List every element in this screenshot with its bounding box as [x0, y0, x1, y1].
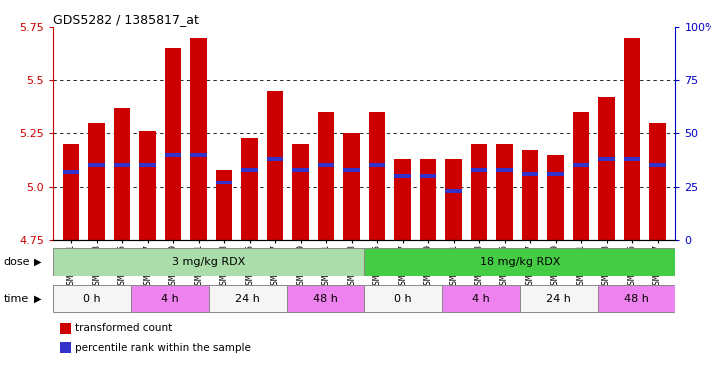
- Text: 48 h: 48 h: [624, 293, 649, 304]
- Bar: [165, 48, 181, 240]
- Text: transformed count: transformed count: [75, 323, 172, 333]
- Bar: [599, 97, 615, 240]
- Bar: [573, 164, 589, 167]
- Bar: [318, 164, 334, 167]
- FancyBboxPatch shape: [598, 285, 675, 313]
- Bar: [292, 168, 309, 172]
- Text: ▶: ▶: [34, 257, 42, 267]
- Bar: [292, 144, 309, 240]
- Text: dose: dose: [4, 257, 30, 267]
- Bar: [241, 168, 258, 172]
- Bar: [496, 144, 513, 240]
- FancyBboxPatch shape: [364, 248, 675, 276]
- Bar: [471, 168, 488, 172]
- Bar: [63, 144, 80, 240]
- Bar: [191, 153, 207, 157]
- Bar: [419, 159, 437, 240]
- Bar: [547, 172, 564, 176]
- Bar: [318, 112, 334, 240]
- Bar: [419, 174, 437, 178]
- Bar: [547, 155, 564, 240]
- FancyBboxPatch shape: [209, 285, 287, 313]
- FancyBboxPatch shape: [53, 285, 131, 313]
- Bar: [60, 323, 70, 334]
- Bar: [63, 170, 80, 174]
- Bar: [216, 180, 232, 184]
- Bar: [88, 164, 105, 167]
- Text: 18 mg/kg RDX: 18 mg/kg RDX: [480, 257, 560, 267]
- FancyBboxPatch shape: [53, 248, 364, 276]
- Text: 0 h: 0 h: [83, 293, 101, 304]
- Bar: [343, 134, 360, 240]
- Text: 24 h: 24 h: [546, 293, 571, 304]
- Bar: [599, 157, 615, 161]
- Bar: [573, 112, 589, 240]
- Bar: [649, 164, 666, 167]
- Text: 4 h: 4 h: [472, 293, 490, 304]
- Bar: [395, 174, 411, 178]
- Text: 3 mg/kg RDX: 3 mg/kg RDX: [172, 257, 245, 267]
- FancyBboxPatch shape: [442, 285, 520, 313]
- Text: GDS5282 / 1385817_at: GDS5282 / 1385817_at: [53, 13, 199, 26]
- Text: time: time: [4, 293, 29, 304]
- Bar: [139, 131, 156, 240]
- Bar: [369, 164, 385, 167]
- Text: 48 h: 48 h: [313, 293, 338, 304]
- Text: ▶: ▶: [34, 293, 42, 304]
- Bar: [471, 144, 488, 240]
- Bar: [522, 151, 538, 240]
- Bar: [60, 342, 70, 353]
- Bar: [88, 123, 105, 240]
- Bar: [395, 159, 411, 240]
- Bar: [649, 123, 666, 240]
- Bar: [241, 138, 258, 240]
- Bar: [216, 170, 232, 240]
- Text: 4 h: 4 h: [161, 293, 179, 304]
- FancyBboxPatch shape: [364, 285, 442, 313]
- Bar: [114, 164, 130, 167]
- Bar: [624, 157, 641, 161]
- Bar: [624, 38, 641, 240]
- Bar: [445, 159, 462, 240]
- Bar: [343, 168, 360, 172]
- Bar: [267, 157, 284, 161]
- FancyBboxPatch shape: [131, 285, 209, 313]
- FancyBboxPatch shape: [287, 285, 364, 313]
- FancyBboxPatch shape: [520, 285, 598, 313]
- Bar: [496, 168, 513, 172]
- Bar: [267, 91, 284, 240]
- Bar: [114, 108, 130, 240]
- Text: percentile rank within the sample: percentile rank within the sample: [75, 343, 251, 353]
- Bar: [522, 172, 538, 176]
- Bar: [445, 189, 462, 193]
- Text: 0 h: 0 h: [395, 293, 412, 304]
- Bar: [369, 112, 385, 240]
- Bar: [165, 153, 181, 157]
- Bar: [139, 164, 156, 167]
- Text: 24 h: 24 h: [235, 293, 260, 304]
- Bar: [191, 38, 207, 240]
